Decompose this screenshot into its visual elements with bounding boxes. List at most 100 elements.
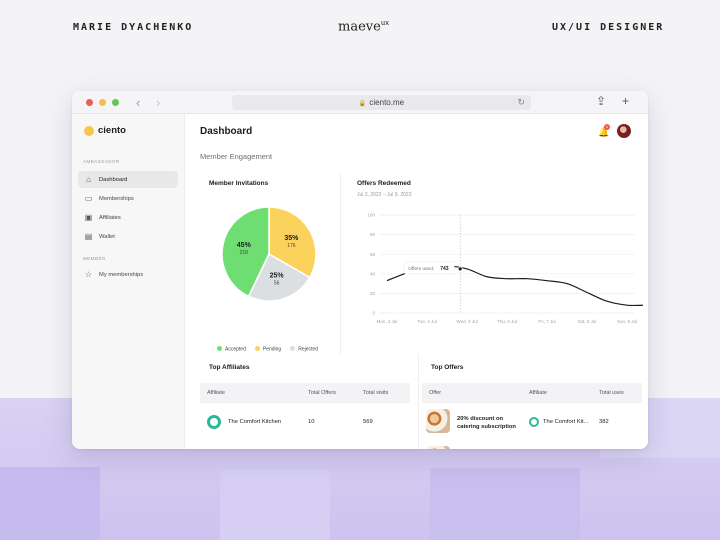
sidebar-item-label: My memberships	[99, 271, 144, 278]
col-total-visits[interactable]: Total visits	[363, 390, 389, 396]
brand[interactable]: ciento	[84, 125, 126, 136]
notification-badge: 1	[604, 124, 610, 130]
offer-affiliate: The Comfort Kit...	[543, 419, 589, 425]
sidebar-item-memberships[interactable]: ▭ Memberships	[78, 190, 178, 207]
sidebar-item-label: Dashboard	[99, 176, 128, 183]
briefcase-icon: ▣	[84, 213, 93, 222]
new-tab-icon[interactable]: +	[622, 94, 630, 108]
pie-slice-pending[interactable]	[268, 206, 317, 279]
hover-point[interactable]	[457, 266, 463, 272]
offers-line-chart: 0 20 40 60 80 100 Mon, 3 Jul Tue, 4 Jul Wed, 5 J…	[367, 213, 643, 324]
y-tick-label: 20	[370, 291, 376, 296]
folder-icon: ▭	[84, 194, 93, 203]
maeve-logo: maeveux	[338, 19, 389, 34]
tooltip-value: 743	[440, 266, 449, 272]
x-tick-label: Sat, 8 Jul	[578, 319, 597, 324]
offer-title-line2: catering subscription	[457, 424, 516, 430]
col-affiliate[interactable]: Affiliate	[529, 390, 547, 396]
table-row[interactable]: 20% discount on catering subscription Th…	[422, 403, 642, 441]
star-icon: ☆	[84, 270, 93, 279]
share-icon[interactable]: ⇪	[596, 94, 607, 108]
col-total-offers[interactable]: Total Offers	[308, 390, 337, 396]
avatar[interactable]	[617, 124, 631, 138]
browser-titlebar: ‹ › 🔒 ciento.me ↻ ⇪ +	[72, 91, 648, 114]
reload-icon[interactable]: ↻	[517, 97, 525, 107]
maximize-window-button[interactable]	[112, 99, 119, 106]
legend-label: Pending	[262, 346, 282, 353]
offers-table-header: Offer Affiliate Total uses	[422, 383, 642, 403]
y-tick-label: 40	[370, 271, 376, 276]
sidebar-item-dashboard[interactable]: ⌂ Dashboard	[78, 171, 178, 188]
pie-percent-label: 35%	[284, 235, 299, 242]
address-bar[interactable]: 🔒 ciento.me ↻	[232, 95, 531, 110]
x-tick-label: Fri, 7 Jul	[538, 319, 555, 324]
background-tile	[220, 470, 330, 540]
offer-title-line1: 20% discount on	[457, 416, 504, 422]
sidebar-item-label: Memberships	[99, 195, 134, 202]
tooltip-label: Offers used:	[408, 266, 434, 272]
x-tick-label: Thu, 6 Jul	[497, 319, 517, 324]
section-title: Member Engagement	[200, 152, 273, 161]
legend-label: Rejected	[298, 346, 318, 353]
pie-percent-label: 45%	[237, 242, 252, 249]
invitations-pie-chart: 35%176 25%56 45%218	[221, 206, 317, 302]
offer-title: 20% discount on catering subscription	[457, 415, 516, 431]
affiliate-logo-icon	[207, 415, 221, 429]
brand-name: ciento	[98, 125, 126, 136]
sidebar-item-my-memberships[interactable]: ☆ My memberships	[78, 266, 178, 283]
y-tick-label: 100	[367, 213, 375, 218]
logo-text: maeve	[338, 19, 381, 35]
x-tick-label: Wed, 5 Jul	[456, 319, 477, 324]
back-arrow-icon[interactable]: ‹	[136, 95, 141, 110]
pie-value-label: 56	[274, 281, 280, 287]
legend-swatch	[254, 346, 260, 351]
offer-image	[426, 446, 450, 449]
home-icon: ⌂	[86, 175, 91, 184]
affiliate-visits: 569	[363, 419, 373, 425]
sidebar-item-affiliates[interactable]: ▣ Affiliates	[78, 209, 178, 226]
sidebar-item-label: Affiliates	[99, 214, 121, 221]
sidebar-item-wallet[interactable]: ▤ Wallet	[78, 228, 178, 245]
top-offers-title: Top Offers	[431, 364, 464, 371]
pie-slice-accepted[interactable]	[221, 206, 270, 298]
y-tick-label: 80	[370, 232, 376, 237]
top-affiliates-title: Top Affiliates	[209, 364, 250, 371]
col-offer[interactable]: Offer	[429, 390, 442, 396]
card-divider	[340, 174, 341, 354]
legend-pending: Pending	[254, 346, 282, 353]
offers-title: Offers Redeemed	[357, 180, 411, 187]
affiliate-logo-icon	[529, 417, 539, 427]
offer-uses: 382	[599, 419, 609, 425]
close-window-button[interactable]	[86, 99, 93, 106]
legend-rejected: Rejected	[290, 346, 318, 353]
minimize-window-button[interactable]	[99, 99, 106, 106]
col-affiliate[interactable]: Affiliate	[207, 390, 225, 396]
bell-icon[interactable]: 🔔	[598, 127, 610, 137]
legend-swatch	[217, 346, 222, 351]
x-tick-label: Sun, 9 Jul	[617, 319, 637, 324]
pie-percent-label: 25%	[270, 273, 285, 280]
x-tick-label: Tue, 4 Jul	[417, 319, 437, 324]
table-row[interactable]: The Comfort Kitchen 10 569	[200, 403, 410, 441]
brand-logo-icon	[84, 125, 94, 136]
sidebar-section-member: MEMBER	[83, 256, 106, 261]
designer-name: MARIE DYACHENKO	[73, 22, 194, 33]
offer-image	[426, 409, 450, 433]
legend-label: Accepted	[225, 346, 246, 353]
legend-accepted: Accepted	[217, 346, 246, 353]
affiliate-name: The Comfort Kitchen	[228, 419, 282, 425]
pie-value-label: 176	[287, 243, 296, 249]
y-tick-label: 60	[370, 252, 376, 257]
logo-sup: ux	[380, 19, 390, 27]
y-tick-label: 0	[372, 311, 375, 316]
affiliate-offers: 10	[308, 419, 315, 425]
card-divider	[418, 354, 419, 449]
url-text: ciento.me	[369, 98, 405, 107]
forward-arrow-icon[interactable]: ›	[156, 95, 161, 110]
col-total-uses[interactable]: Total uses	[599, 390, 624, 396]
invitations-title: Member Invitations	[209, 180, 269, 187]
chart-tooltip	[403, 261, 455, 275]
pie-value-label: 218	[240, 250, 249, 256]
background-tile	[0, 467, 100, 540]
sidebar: ciento AMBASSADOR ⌂ Dashboard ▭ Membersh…	[72, 114, 185, 449]
